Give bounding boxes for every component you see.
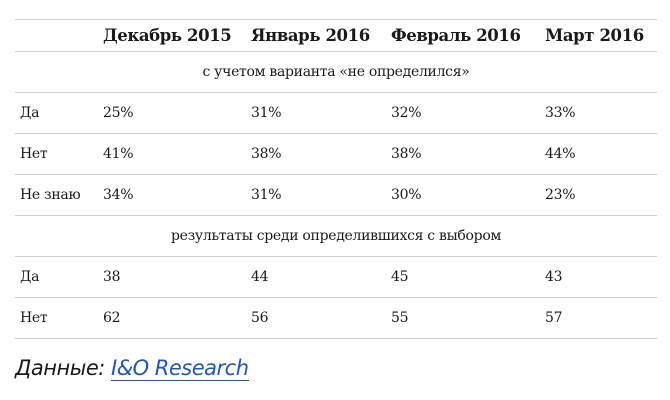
value-cell: 56 [246,297,386,339]
poll-results-table: Декабрь 2015 Январь 2016 Февраль 2016 Ма… [15,19,657,339]
header-cell: Январь 2016 [246,19,386,52]
value-cell: 45 [386,256,540,298]
table-row: Да 25% 31% 32% 33% [15,92,657,134]
table-row: Нет 41% 38% 38% 44% [15,133,657,175]
value-cell: 44 [246,256,386,298]
value-cell: 31% [246,92,386,134]
header-cell: Март 2016 [540,19,657,52]
value-cell: 38 [98,256,246,298]
value-cell: 38% [246,133,386,175]
value-cell: 44% [540,133,657,175]
value-cell: 33% [540,92,657,134]
section-row: с учетом варианта «не определился» [15,51,657,93]
source-link[interactable]: I&O Research [111,356,249,381]
value-cell: 30% [386,174,540,216]
header-row: Декабрь 2015 Январь 2016 Февраль 2016 Ма… [15,19,657,52]
section-row: результаты среди определившихся с выборо… [15,215,657,257]
value-cell: 34% [98,174,246,216]
row-label: Нет [15,297,98,339]
header-cell [15,19,98,52]
value-cell: 43 [540,256,657,298]
value-cell: 41% [98,133,246,175]
source-label: Данные: [15,356,105,380]
value-cell: 32% [386,92,540,134]
value-cell: 62 [98,297,246,339]
row-label: Да [15,92,98,134]
value-cell: 25% [98,92,246,134]
row-label: Да [15,256,98,298]
value-cell: 31% [246,174,386,216]
value-cell: 38% [386,133,540,175]
header-cell: Декабрь 2015 [98,19,246,52]
table-row: Да 38 44 45 43 [15,256,657,298]
row-label: Нет [15,133,98,175]
table-row: Нет 62 56 55 57 [15,297,657,339]
header-cell: Февраль 2016 [386,19,540,52]
table-row: Не знаю 34% 31% 30% 23% [15,174,657,216]
value-cell: 23% [540,174,657,216]
section-title: результаты среди определившихся с выборо… [15,215,657,257]
value-cell: 55 [386,297,540,339]
section-title: с учетом варианта «не определился» [15,51,657,93]
data-source: Данные: I&O Research [15,356,249,381]
value-cell: 57 [540,297,657,339]
row-label: Не знаю [15,174,98,216]
